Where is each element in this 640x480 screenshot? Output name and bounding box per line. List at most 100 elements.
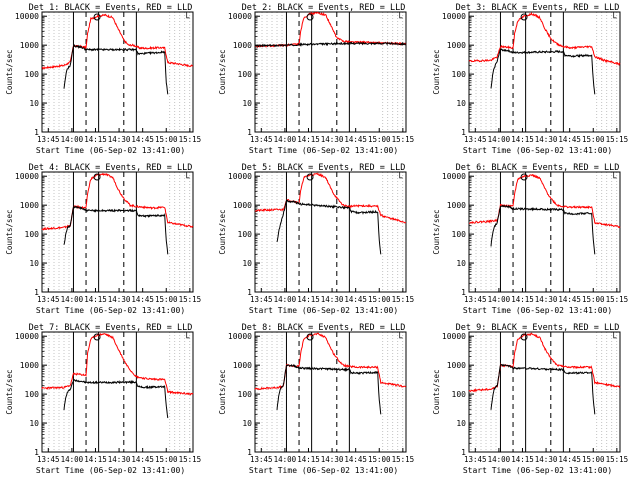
y-tick-label: 1 [247, 288, 252, 297]
attenuator-marker [93, 173, 101, 181]
panel-title: Det 2: BLACK = Events, RED = LLD [242, 3, 406, 13]
y-tick-label: 1 [247, 128, 252, 137]
detector-panel-2: Det 2: BLACK = Events, RED = LLD 1 10 100 10… [218, 3, 414, 155]
lld-series-line [254, 172, 407, 224]
y-tick-label: 100 [25, 70, 40, 79]
corner-marker: └ [184, 332, 190, 344]
x-tick-label: 14:00 [61, 295, 84, 304]
x-tick-label: 14:30 [321, 455, 344, 464]
corner-marker: └ [611, 172, 617, 184]
x-tick-label: 13:45 [37, 135, 60, 144]
x-tick-label: 15:15 [392, 455, 415, 464]
y-tick-label: 100 [25, 230, 40, 239]
events-series-line [276, 199, 382, 255]
x-tick-label: 15:15 [606, 295, 629, 304]
x-tick-label: 14:00 [61, 135, 84, 144]
events-series-line [276, 363, 382, 415]
y-tick-label: 1 [461, 128, 466, 137]
events-series-line [490, 204, 596, 255]
detector-panel-9: Det 9: BLACK = Events, RED = LLD 1 10 100 10… [432, 323, 628, 475]
x-tick-label: 14:15 [511, 135, 534, 144]
shaded-interval [382, 12, 404, 132]
y-tick-label: 10000 [442, 172, 466, 181]
y-tick-label: 100 [25, 390, 40, 399]
y-tick-label: 10000 [442, 12, 466, 21]
y-tick-label: 10000 [15, 172, 39, 181]
attenuator-marker [306, 13, 314, 21]
y-tick-label: 1000 [233, 361, 252, 370]
y-tick-label: 10000 [15, 12, 39, 21]
panel-title: Det 7: BLACK = Events, RED = LLD [29, 323, 193, 333]
y-axis-label: Counts/sec [218, 369, 227, 414]
x-tick-label: 14:15 [297, 135, 320, 144]
corner-marker: └ [611, 332, 617, 344]
y-tick-label: 10 [29, 259, 39, 268]
y-axis-label: Counts/sec [218, 49, 227, 94]
y-tick-label: 1000 [20, 201, 39, 210]
panel-title: Det 9: BLACK = Events, RED = LLD [456, 323, 620, 333]
x-tick-label: 13:45 [37, 455, 60, 464]
attenuator-marker [520, 333, 528, 341]
y-tick-label: 1000 [447, 201, 466, 210]
y-tick-label: 100 [238, 230, 253, 239]
x-axis-label: Start Time (06-Sep-02 13:41:00) [249, 146, 398, 155]
y-tick-label: 100 [238, 390, 253, 399]
x-axis-label: Start Time (06-Sep-02 13:41:00) [36, 306, 185, 315]
x-axis-label: Start Time (06-Sep-02 13:41:00) [463, 146, 612, 155]
panel-title: Det 1: BLACK = Events, RED = LLD [29, 3, 193, 13]
events-series-line [63, 379, 169, 419]
lld-series-line [254, 11, 407, 49]
events-series-line [63, 44, 169, 95]
x-tick-label: 14:45 [558, 455, 581, 464]
y-tick-label: 10 [242, 419, 252, 428]
y-tick-label: 1000 [447, 41, 466, 50]
x-tick-label: 15:00 [368, 295, 391, 304]
detector-panel-6: Det 6: BLACK = Events, RED = LLD 1 10 100 10… [432, 163, 628, 315]
y-tick-label: 1 [34, 288, 39, 297]
x-tick-label: 15:15 [392, 295, 415, 304]
y-tick-label: 1 [34, 448, 39, 457]
x-tick-label: 15:15 [606, 455, 629, 464]
x-tick-label: 14:30 [535, 135, 558, 144]
x-tick-label: 15:15 [179, 455, 202, 464]
y-tick-label: 100 [452, 70, 467, 79]
y-tick-label: 1000 [20, 41, 39, 50]
x-tick-label: 13:45 [37, 295, 60, 304]
x-tick-label: 14:15 [297, 295, 320, 304]
x-axis-label: Start Time (06-Sep-02 13:41:00) [249, 466, 398, 475]
lld-series-line [468, 11, 621, 67]
x-tick-label: 15:00 [368, 455, 391, 464]
events-series-line [490, 48, 596, 95]
attenuator-marker [306, 333, 314, 341]
shaded-interval [43, 172, 70, 292]
y-tick-label: 1 [461, 288, 466, 297]
y-tick-label: 10000 [228, 172, 252, 181]
x-tick-label: 14:30 [321, 295, 344, 304]
lld-series-line [41, 332, 194, 396]
corner-marker: └ [184, 12, 190, 24]
detector-panel-7: Det 7: BLACK = Events, RED = LLD 1 10 100 10… [5, 323, 201, 475]
x-tick-label: 14:45 [558, 295, 581, 304]
y-tick-label: 1 [34, 128, 39, 137]
attenuator-marker [306, 173, 314, 181]
x-tick-label: 14:45 [131, 455, 154, 464]
y-tick-label: 1 [461, 448, 466, 457]
shaded-interval [470, 172, 497, 292]
x-tick-label: 14:30 [108, 295, 131, 304]
x-tick-label: 14:00 [488, 455, 511, 464]
y-axis-label: Counts/sec [432, 209, 441, 254]
shaded-interval [169, 172, 191, 292]
events-series-line [490, 363, 596, 415]
x-axis-label: Start Time (06-Sep-02 13:41:00) [36, 466, 185, 475]
x-tick-label: 13:45 [464, 295, 487, 304]
shaded-interval [169, 12, 191, 132]
lld-series-line [468, 332, 621, 393]
y-tick-label: 1000 [233, 201, 252, 210]
y-tick-label: 100 [238, 70, 253, 79]
panel-title: Det 6: BLACK = Events, RED = LLD [456, 163, 620, 173]
x-tick-label: 13:45 [250, 135, 273, 144]
y-axis-label: Counts/sec [432, 49, 441, 94]
x-tick-label: 14:45 [558, 135, 581, 144]
x-tick-label: 14:15 [84, 455, 107, 464]
